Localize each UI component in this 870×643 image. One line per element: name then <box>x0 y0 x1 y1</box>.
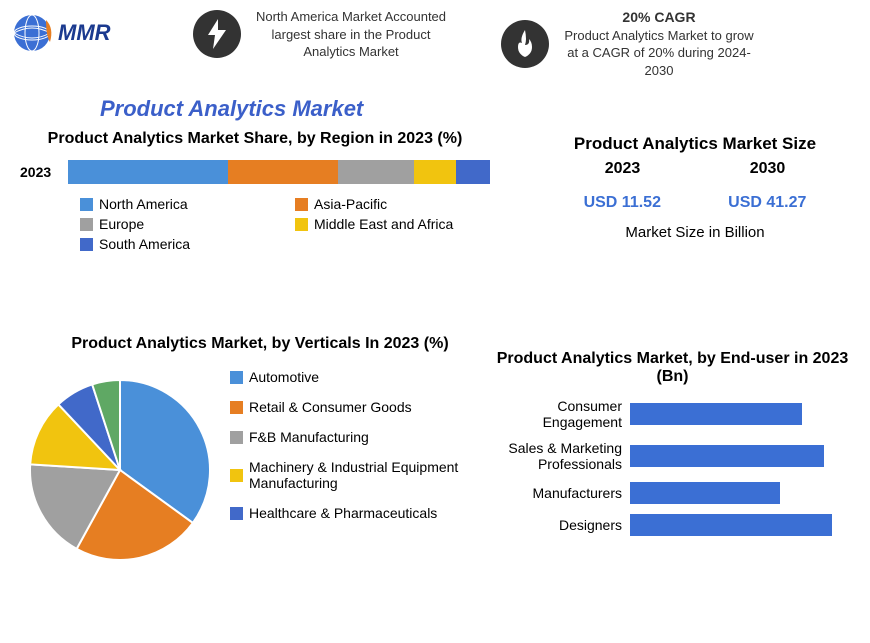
callout-text-2: 20% CAGR Product Analytics Market to gro… <box>559 8 759 80</box>
legend-swatch <box>80 218 93 231</box>
logo-text: MMR <box>58 20 111 46</box>
callout-cagr: 20% CAGR Product Analytics Market to gro… <box>501 8 759 80</box>
legend-label: Healthcare & Pharmaceuticals <box>249 505 437 521</box>
bolt-icon <box>193 10 241 58</box>
legend-label: Europe <box>99 216 144 232</box>
size-year-2: 2030 <box>750 160 786 178</box>
size-year-1: 2023 <box>605 160 641 178</box>
legend-item: Middle East and Africa <box>295 216 490 232</box>
callout-text-1: North America Market Accounted largest s… <box>251 8 451 61</box>
verticals-content: Automotive Retail & Consumer Goods F&B Man… <box>20 365 500 565</box>
legend-swatch <box>230 507 243 520</box>
hbar-row: Sales & Marketing Professionals <box>495 440 850 472</box>
legend-item: Automotive <box>230 369 479 385</box>
page-title: Product Analytics Market <box>100 96 363 122</box>
legend-label: Middle East and Africa <box>314 216 453 232</box>
hbar-label: Sales & Marketing Professionals <box>495 440 630 472</box>
region-legend: North America Asia-Pacific Europe Middle Ea… <box>80 196 490 252</box>
stacked-seg <box>338 160 414 184</box>
legend-swatch <box>230 431 243 444</box>
legend-item: F&B Manufacturing <box>230 429 479 445</box>
callout-title-2: 20% CAGR <box>559 8 759 27</box>
hbar-label: Designers <box>495 517 630 533</box>
legend-label: F&B Manufacturing <box>249 429 369 445</box>
stacked-seg <box>414 160 456 184</box>
size-years-row: 2023 2030 <box>550 160 840 178</box>
hbar-row: Consumer Engagement <box>495 398 850 430</box>
hbar-fill <box>630 445 824 467</box>
hbar-track <box>630 445 850 467</box>
legend-item: Retail & Consumer Goods <box>230 399 479 415</box>
bar-year-label: 2023 <box>20 164 68 180</box>
legend-swatch <box>80 238 93 251</box>
legend-item: Machinery & Industrial Equipment Manufac… <box>230 459 479 491</box>
callout-north-america: North America Market Accounted largest s… <box>193 8 451 61</box>
legend-swatch <box>230 371 243 384</box>
stacked-seg <box>68 160 228 184</box>
stacked-seg <box>456 160 490 184</box>
stacked-bar <box>68 160 490 184</box>
legend-swatch <box>295 218 308 231</box>
callout-body-2: Product Analytics Market to grow at a CA… <box>559 27 759 80</box>
legend-item: South America <box>80 236 275 252</box>
pie-chart <box>20 365 220 565</box>
size-values-row: USD 11.52 USD 41.27 <box>550 194 840 212</box>
enduser-title: Product Analytics Market, by End-user in… <box>495 350 850 386</box>
hbar-row: Manufacturers <box>495 482 850 504</box>
size-val-1: USD 11.52 <box>584 194 661 212</box>
header: MMR North America Market Accounted large… <box>8 8 862 88</box>
legend-label: Automotive <box>249 369 319 385</box>
verticals-legend: Automotive Retail & Consumer Goods F&B Man… <box>230 369 479 521</box>
hbar-label: Manufacturers <box>495 485 630 501</box>
region-share-chart: Product Analytics Market Share, by Regio… <box>20 130 490 252</box>
hbar-fill <box>630 482 780 504</box>
flame-icon <box>501 20 549 68</box>
hbar-track <box>630 514 850 536</box>
legend-swatch <box>230 469 243 482</box>
legend-label: South America <box>99 236 190 252</box>
legend-item: Asia-Pacific <box>295 196 490 212</box>
stacked-seg <box>228 160 338 184</box>
hbar-track <box>630 403 850 425</box>
size-val-2: USD 41.27 <box>728 194 806 212</box>
enduser-chart: Product Analytics Market, by End-user in… <box>495 350 850 546</box>
market-size-title: Product Analytics Market Size <box>550 134 840 154</box>
market-size-panel: Product Analytics Market Size 2023 2030 … <box>550 134 840 241</box>
legend-swatch <box>80 198 93 211</box>
legend-item: Europe <box>80 216 275 232</box>
hbar-track <box>630 482 850 504</box>
hbar-fill <box>630 403 802 425</box>
verticals-chart: Product Analytics Market, by Verticals I… <box>20 335 500 565</box>
logo: MMR <box>8 8 153 58</box>
hbar-fill <box>630 514 832 536</box>
legend-label: Retail & Consumer Goods <box>249 399 412 415</box>
legend-item: North America <box>80 196 275 212</box>
legend-swatch <box>230 401 243 414</box>
region-chart-title: Product Analytics Market Share, by Regio… <box>20 130 490 148</box>
hbar-row: Designers <box>495 514 850 536</box>
stacked-bar-row: 2023 <box>20 160 490 184</box>
globe-icon <box>8 8 58 58</box>
legend-swatch <box>295 198 308 211</box>
legend-item: Healthcare & Pharmaceuticals <box>230 505 479 521</box>
legend-label: Machinery & Industrial Equipment Manufac… <box>249 459 479 491</box>
size-unit: Market Size in Billion <box>550 224 840 241</box>
legend-label: North America <box>99 196 188 212</box>
legend-label: Asia-Pacific <box>314 196 387 212</box>
hbar-label: Consumer Engagement <box>495 398 630 430</box>
hbar-container: Consumer Engagement Sales & Marketing Pro… <box>495 398 850 536</box>
verticals-title: Product Analytics Market, by Verticals I… <box>20 335 500 353</box>
